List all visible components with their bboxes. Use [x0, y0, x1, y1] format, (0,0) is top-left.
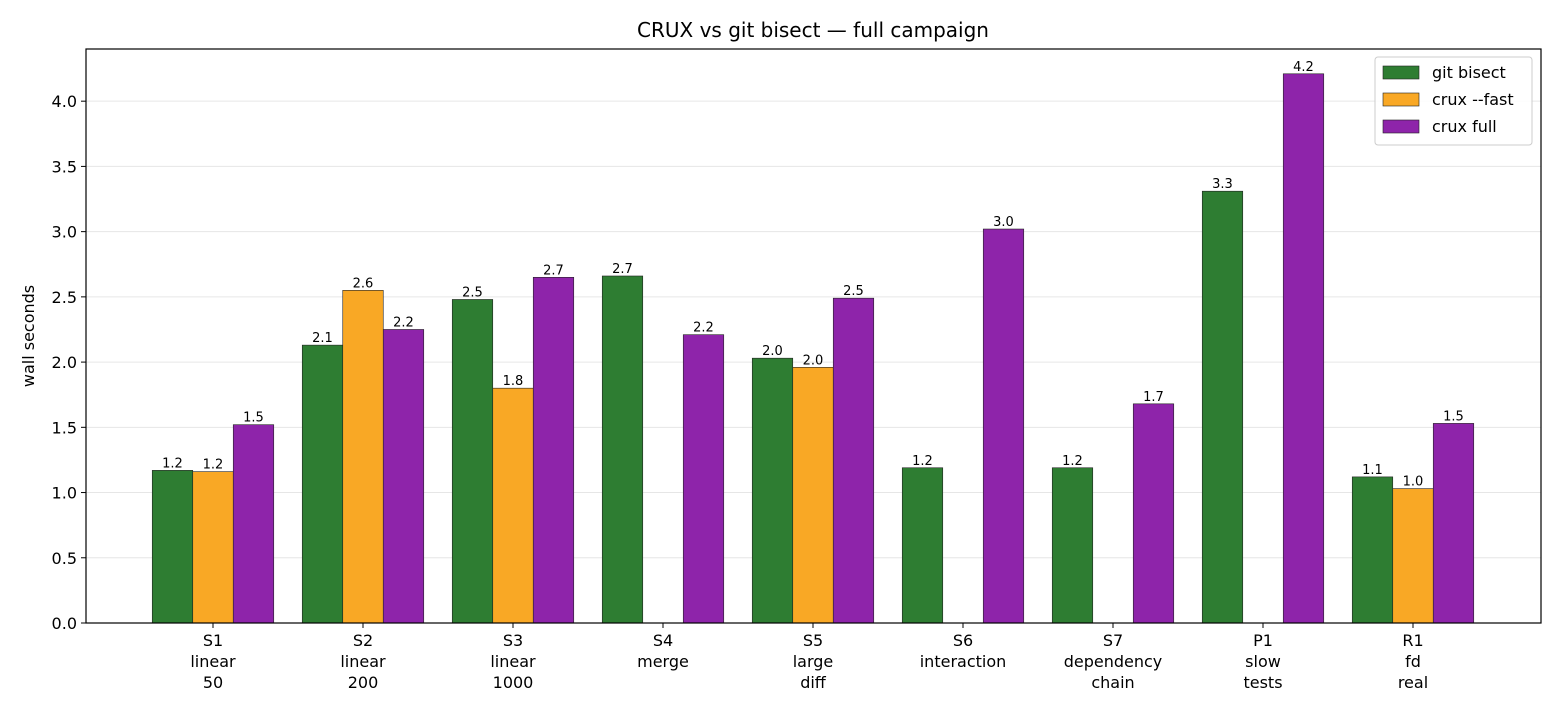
x-tick-label: linear — [340, 652, 386, 671]
x-axis-ticks: S1 linear 50 S2 linear 200 S3 linear 1000 S4 merge… — [190, 623, 1428, 692]
y-tick-label: 4.0 — [52, 92, 77, 111]
legend-swatch — [1382, 119, 1420, 134]
legend-label: crux --fast — [1432, 90, 1514, 109]
y-tick-label: 2.0 — [52, 353, 77, 372]
bar-value-label: 1.0 — [1403, 475, 1424, 490]
bar-value-label: 1.7 — [1143, 390, 1164, 405]
x-tick-label: S2 — [353, 631, 373, 650]
bar-value-label: 1.1 — [1362, 463, 1383, 478]
y-axis-ticks: 0.0 0.5 1.0 1.5 2.0 2.5 3.0 3.5 4.0 — [52, 92, 86, 633]
bar-git-bisect — [601, 275, 644, 624]
bars — [151, 73, 1475, 624]
x-tick-label: S1 — [203, 631, 223, 650]
x-tick-label: 1000 — [493, 673, 534, 692]
bar-value-label: 1.2 — [1062, 454, 1083, 469]
x-tick-label: fd — [1405, 652, 1421, 671]
bar-crux-full — [1282, 73, 1325, 624]
x-tick-label: real — [1398, 673, 1428, 692]
x-tick-label: large — [793, 652, 834, 671]
x-tick-label: S4 — [653, 631, 673, 650]
x-tick-label: tests — [1243, 673, 1282, 692]
x-tick-label: S6 — [953, 631, 973, 650]
x-tick-label: 200 — [348, 673, 379, 692]
y-tick-label: 3.0 — [52, 223, 77, 242]
bar-value-label: 4.2 — [1293, 60, 1314, 75]
bar-crux-fast — [342, 290, 384, 624]
chart-title: CRUX vs git bisect — full campaign — [637, 18, 989, 42]
bar-value-label: 3.0 — [993, 215, 1014, 230]
bar-value-label: 2.1 — [312, 331, 333, 346]
x-tick-label: linear — [490, 652, 536, 671]
x-tick-label: S3 — [503, 631, 523, 650]
x-tick-label: chain — [1091, 673, 1134, 692]
y-tick-label: 3.5 — [52, 157, 77, 176]
x-tick-label: diff — [800, 673, 827, 692]
bar-git-bisect — [901, 467, 944, 624]
bar-value-label: 2.5 — [843, 284, 864, 299]
legend-swatch — [1382, 92, 1420, 107]
x-tick-label: slow — [1245, 652, 1281, 671]
bar-crux-fast — [192, 471, 234, 624]
bar-value-label: 2.5 — [462, 285, 483, 300]
bar-value-label: 1.2 — [912, 454, 933, 469]
bar-git-bisect — [151, 470, 194, 624]
bar-crux-full — [1432, 423, 1475, 624]
y-axis-title: wall seconds — [19, 285, 38, 387]
legend-label: crux full — [1432, 117, 1497, 136]
bar-value-labels: 1.2 1.2 1.5 2.1 2.6 2.2 2.5 1.8 2.7 2.7 2.2 2.0 2.0 2… — [162, 60, 1464, 490]
bar-git-bisect — [751, 357, 794, 624]
bar-crux-full — [832, 297, 875, 624]
y-tick-label: 1.0 — [52, 484, 77, 503]
bar-crux-full — [532, 276, 575, 624]
y-tick-label: 2.5 — [52, 288, 77, 307]
bar-crux-full — [232, 424, 275, 624]
bar-value-label: 3.3 — [1212, 177, 1233, 192]
x-tick-label: R1 — [1402, 631, 1423, 650]
x-tick-label: 50 — [203, 673, 223, 692]
y-tick-label: 0.0 — [52, 614, 77, 633]
x-tick-label: interaction — [920, 652, 1007, 671]
bar-value-label: 2.0 — [803, 353, 824, 368]
legend: git bisect crux --fast crux full — [1374, 56, 1533, 146]
bar-value-label: 1.8 — [503, 374, 524, 389]
bar-git-bisect — [301, 344, 344, 624]
bar-value-label: 2.2 — [393, 315, 414, 330]
bar-crux-fast — [792, 367, 834, 624]
bar-value-label: 2.0 — [762, 344, 783, 359]
bar-crux-full — [1132, 403, 1175, 624]
bar-value-label: 1.5 — [1443, 409, 1464, 424]
bar-git-bisect — [1051, 467, 1094, 624]
bar-value-label: 2.2 — [693, 321, 714, 336]
bar-value-label: 1.5 — [243, 411, 264, 426]
x-tick-label: merge — [637, 652, 689, 671]
x-tick-label: linear — [190, 652, 236, 671]
y-tick-label: 1.5 — [52, 418, 77, 437]
y-tick-label: 0.5 — [52, 549, 77, 568]
bar-git-bisect — [1351, 476, 1394, 624]
bar-crux-full — [382, 329, 425, 624]
bar-crux-fast — [492, 387, 534, 624]
bar-value-label: 1.2 — [203, 458, 224, 473]
x-tick-label: S7 — [1103, 631, 1123, 650]
bar-git-bisect — [1201, 190, 1244, 624]
x-tick-label: S5 — [803, 631, 823, 650]
x-tick-label: P1 — [1253, 631, 1273, 650]
bar-git-bisect — [451, 299, 494, 624]
bar-crux-fast — [1392, 488, 1434, 624]
legend-label: git bisect — [1432, 63, 1506, 82]
bar-crux-full — [982, 228, 1025, 624]
bar-value-label: 2.7 — [543, 263, 564, 278]
bar-value-label: 2.7 — [612, 262, 633, 277]
legend-swatch — [1382, 65, 1420, 80]
bar-crux-full — [682, 334, 725, 624]
bar-value-label: 2.6 — [353, 276, 374, 291]
x-tick-label: dependency — [1064, 652, 1163, 671]
bar-value-label: 1.2 — [162, 456, 183, 471]
